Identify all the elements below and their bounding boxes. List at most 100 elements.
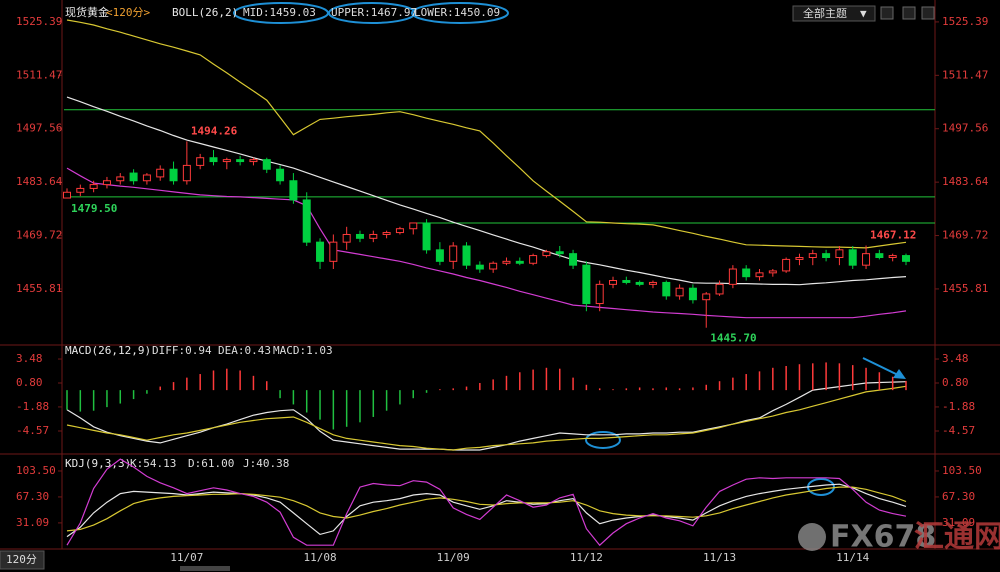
y-tick-label: 3.48 — [16, 352, 43, 365]
candle-body — [795, 256, 804, 260]
candle-body — [822, 253, 831, 258]
x-tick-label: 11/09 — [437, 551, 470, 564]
candle-body — [848, 249, 857, 266]
indicator-line — [66, 381, 907, 451]
plot-area: 1525.39 1525.39 1511.47 1511.47 1497.56 1497.… — [16, 5, 989, 564]
candle-body — [142, 174, 151, 182]
candle-body — [648, 281, 657, 285]
y-tick-label: 1469.72 — [942, 229, 988, 242]
price-label: 1445.70 — [710, 332, 756, 345]
candle-body — [369, 233, 378, 239]
candle-body — [808, 253, 817, 258]
candle-body — [449, 245, 458, 262]
y-tick-label: 1455.81 — [942, 282, 988, 295]
y-tick-label: 1511.47 — [16, 68, 62, 81]
y-tick-label: -1.88 — [16, 400, 49, 413]
panel-frame — [0, 0, 1000, 550]
candle-body — [715, 283, 724, 295]
candle-body — [702, 293, 711, 301]
y-tick-label: 31.09 — [16, 516, 49, 529]
candle-body — [395, 228, 404, 234]
y-tick-label: 3.48 — [942, 352, 969, 365]
y-tick-label: 31.09 — [942, 516, 975, 529]
y-tick-label: 0.80 — [16, 376, 43, 389]
candle-body — [182, 164, 191, 182]
y-tick-label: 1483.64 — [942, 175, 989, 188]
candle-body — [316, 241, 325, 262]
candle-body — [262, 159, 271, 170]
candle-body — [675, 287, 684, 297]
icon-button[interactable] — [921, 6, 935, 20]
candle-body — [569, 253, 578, 266]
price-label: 1494.26 — [191, 124, 238, 137]
candle-body — [102, 180, 111, 186]
candle-body — [728, 268, 737, 285]
candle-body — [156, 168, 165, 178]
candle-body — [782, 258, 791, 272]
candle-body — [755, 272, 764, 278]
y-tick-label: -4.57 — [16, 424, 49, 437]
candle-body — [622, 280, 631, 283]
panel-header: MACD(26,12,9) — [65, 344, 151, 357]
x-tick-label: 11/12 — [570, 551, 603, 564]
candle-body — [222, 159, 231, 163]
candle-body — [342, 233, 351, 243]
candle-body — [289, 180, 298, 201]
candle-body — [862, 253, 871, 266]
candle-body — [502, 260, 511, 264]
y-tick-label: 103.50 — [942, 464, 982, 477]
candle-body — [635, 281, 644, 285]
candle-body — [555, 251, 564, 255]
legend-entry: UPPER:1467.97 — [331, 6, 417, 19]
dropdown-arrow[interactable]: ▼ — [860, 7, 867, 20]
candle-body — [209, 157, 218, 163]
legend-entry: MID:1459.03 — [243, 6, 316, 19]
legend-entry: K:54.13 — [130, 457, 176, 470]
y-tick-label: 1511.47 — [942, 68, 988, 81]
y-tick-label: 1483.64 — [16, 175, 63, 188]
candle-body — [595, 283, 604, 305]
icon-button[interactable] — [880, 6, 894, 20]
x-tick-label: 11/13 — [703, 551, 736, 564]
indicator-line — [66, 19, 907, 249]
theme-button-label[interactable]: 全部主题 — [803, 6, 847, 20]
candle-body — [489, 262, 498, 270]
candle-body — [63, 191, 71, 199]
candle-body — [768, 270, 777, 274]
candle-body — [582, 264, 591, 305]
candle-body — [662, 281, 671, 297]
x-tick-label: 11/07 — [170, 551, 203, 564]
candle-body — [382, 232, 391, 235]
candle-body — [169, 168, 178, 182]
period-tab-label[interactable]: 120分 — [6, 553, 37, 566]
x-tick-label: 11/14 — [836, 551, 869, 564]
theme-button[interactable] — [792, 5, 876, 22]
candle-body — [355, 233, 364, 239]
candle-body — [609, 280, 618, 285]
candle-body — [515, 260, 524, 264]
y-tick-label: -1.88 — [942, 400, 975, 413]
legend-entry: MACD:1.03 — [273, 344, 333, 357]
watermark-brand: FX678 — [830, 520, 936, 555]
legend-entry: DIFF:0.94 — [152, 344, 212, 357]
legend-entry: J:40.38 — [243, 457, 289, 470]
scrollbar[interactable] — [180, 566, 230, 571]
candle-body — [129, 172, 138, 182]
candle-body — [329, 241, 338, 262]
panel-header: 现货黄金 — [65, 5, 109, 19]
candle-body — [462, 245, 471, 266]
y-tick-label: 67.30 — [16, 490, 49, 503]
indicator-line — [66, 483, 907, 538]
y-tick-label: 0.80 — [942, 376, 969, 389]
price-label: 1479.50 — [71, 202, 117, 215]
candle-body — [475, 264, 484, 270]
candle-body — [89, 184, 98, 189]
candle-body — [542, 251, 551, 257]
period-tab[interactable] — [0, 550, 45, 570]
candle-body — [302, 199, 311, 243]
candle-body — [236, 159, 245, 163]
candle-body — [249, 159, 258, 163]
icon-button[interactable] — [902, 6, 916, 20]
candle-body — [422, 222, 431, 251]
